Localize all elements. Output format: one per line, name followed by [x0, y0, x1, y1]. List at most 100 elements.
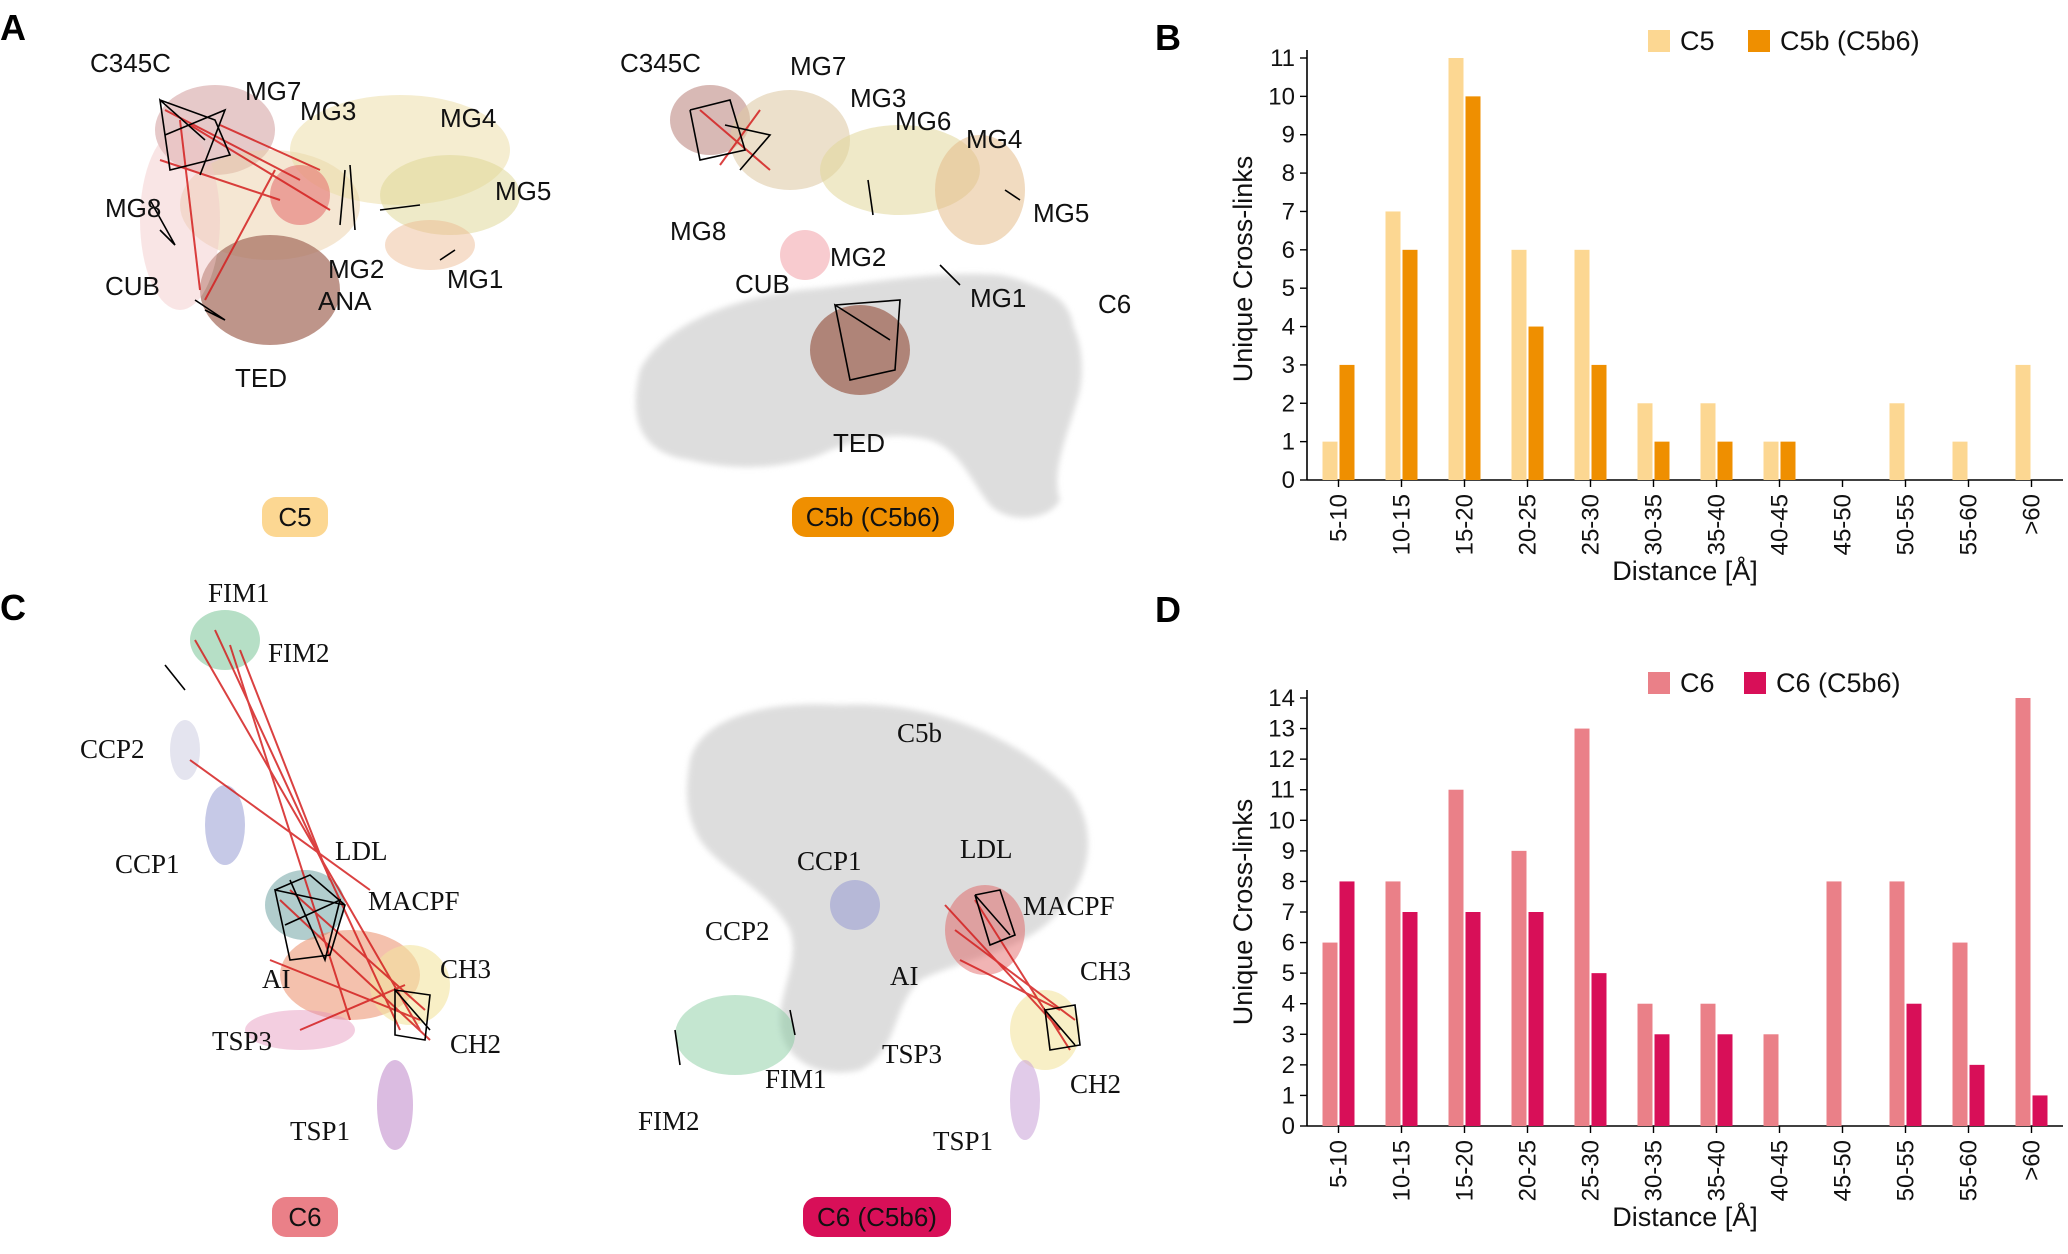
bar-c6-c5b6 [1339, 881, 1355, 1126]
bar-c6 [1511, 850, 1527, 1126]
c6-domain-label: TSP1 [290, 1116, 350, 1146]
c5-domain-label: CUB [105, 271, 160, 301]
c6b-domain-label: AI [890, 961, 919, 991]
y-axis-label: Unique Cross-links [1228, 156, 1258, 383]
bar-c5 [1511, 249, 1527, 480]
c6-domain-label: CCP2 [80, 734, 145, 764]
c5b-domain-label: CUB [735, 269, 790, 299]
c6-domain-label: TSP3 [212, 1026, 272, 1056]
legend-entry: C6 (C5b6) [1776, 668, 1901, 698]
bar-c5 [1637, 403, 1653, 480]
c5b-domain-label: MG6 [895, 106, 951, 136]
c5-domain-label: TED [235, 363, 287, 393]
legend-swatch [1748, 30, 1770, 52]
bar-c5 [1385, 211, 1401, 481]
bar-c5b-c5b6 [1654, 441, 1670, 480]
y-tick-label: 1 [1282, 1082, 1295, 1109]
y-tick-label: 3 [1282, 1021, 1295, 1048]
bar-c5 [2015, 364, 2031, 480]
y-tick-label: 7 [1282, 198, 1295, 225]
bar-c6-c5b6 [1717, 1034, 1733, 1126]
x-tick-label: 50-55 [1893, 1140, 1920, 1201]
y-tick-label: 0 [1282, 467, 1295, 494]
c6b-domain-label: MACPF [1023, 891, 1115, 921]
y-tick-label: 10 [1268, 83, 1295, 110]
x-tick-label: 25-30 [1578, 494, 1605, 555]
x-tick-label: 10-15 [1389, 494, 1416, 555]
bar-c6 [1322, 942, 1338, 1126]
c5-domain-label: MG3 [300, 96, 356, 126]
panel-label-b: B [1155, 17, 1181, 58]
x-tick-label: >60 [2019, 494, 2046, 535]
x-tick-label: 55-60 [1956, 494, 1983, 555]
bar-c5b-c5b6 [1591, 364, 1607, 480]
c6-domain-labels: FIM1 FIM2 CCP2 CCP1 LDL MACPF CH3 AI TSP… [80, 578, 501, 1146]
c5b-domain-label: TED [833, 428, 885, 458]
y-tick-label: 8 [1282, 160, 1295, 187]
y-tick-label: 9 [1282, 122, 1295, 149]
bar-c5b-c5b6 [1780, 441, 1796, 480]
x-tick-label: 45-50 [1830, 1140, 1857, 1201]
c5-domain-label: MG8 [105, 193, 161, 223]
c6-caption: C6 [288, 1201, 322, 1232]
y-tick-label: 8 [1282, 868, 1295, 895]
x-tick-label: 40-45 [1767, 1140, 1794, 1201]
x-tick-label: 20-25 [1515, 494, 1542, 555]
c5b-domain-label: C345C [620, 48, 701, 78]
c5b-domain-label: MG7 [790, 51, 846, 81]
y-tick-label: 13 [1268, 716, 1295, 743]
chart-b: 0 1 2 3 4 5 6 7 8 9 10 11 5-10 10-15 15-20 20-25 25-30 30… [1228, 26, 2063, 586]
x-tick-label: 55-60 [1956, 1140, 1983, 1201]
bar-c6 [1763, 1034, 1779, 1126]
bar-c6-c5b6 [1969, 1064, 1985, 1126]
bar-c5 [1448, 58, 1464, 480]
bar-c5b-c5b6 [1402, 249, 1418, 480]
c6-structure-illustration [164, 610, 450, 1150]
c6-caption-badge: C6 [272, 1197, 338, 1237]
c6-domain-label: CH2 [450, 1029, 501, 1059]
c5-caption: C5 [278, 501, 312, 532]
c6-domain-label: AI [262, 964, 291, 994]
bar-c6 [1889, 881, 1905, 1126]
c5-domain-label: C345C [90, 48, 171, 78]
c6b-domain-label: FIM1 [765, 1064, 827, 1094]
c6-domain-label: FIM1 [208, 578, 270, 608]
bar-c6-c5b6 [1591, 973, 1607, 1126]
bar-c5 [1574, 249, 1590, 480]
legend-entry: C5b (C5b6) [1780, 26, 1920, 56]
bar-c6 [1826, 881, 1842, 1126]
legend-entry: C6 [1680, 668, 1715, 698]
y-tick-label: 1 [1282, 429, 1295, 456]
y-tick-label: 2 [1282, 390, 1295, 417]
bar-c5 [1763, 441, 1779, 480]
c6b-domain-label: CH2 [1070, 1069, 1121, 1099]
c5b-domain-label: MG4 [966, 124, 1022, 154]
y-axis-label: Unique Cross-links [1228, 799, 1258, 1026]
bar-c6-c5b6 [1402, 912, 1418, 1126]
c6b-domain-label: C5b [897, 718, 942, 748]
c6-domain-label: LDL [335, 836, 387, 866]
y-tick-label: 11 [1270, 45, 1295, 72]
bar-c6-c5b6 [1906, 1003, 1922, 1126]
bar-c6-c5b6 [1465, 912, 1481, 1126]
panel-label-d: D [1155, 589, 1181, 630]
legend-swatch [1744, 672, 1766, 694]
y-tick-label: 5 [1282, 275, 1295, 302]
c5b-domain-label: C6 [1098, 289, 1131, 319]
legend-entry: C5 [1680, 26, 1715, 56]
c5-domain-label: MG2 [328, 254, 384, 284]
y-tick-label: 7 [1282, 899, 1295, 926]
x-tick-label: 45-50 [1830, 494, 1857, 555]
bar-c6 [1700, 1003, 1716, 1126]
c6b-domain-label: TSP3 [882, 1039, 942, 1069]
panel-label-c: C [0, 587, 26, 628]
c6b-caption-badge: C6 (C5b6) [803, 1197, 951, 1237]
bar-c6-c5b6 [1528, 912, 1544, 1126]
y-tick-label: 0 [1282, 1113, 1295, 1140]
y-tick-label: 2 [1282, 1052, 1295, 1079]
x-axis-label: Distance [Å] [1612, 1201, 1758, 1232]
x-tick-label: 25-30 [1578, 1140, 1605, 1201]
bar-c6 [1637, 1003, 1653, 1126]
c5-domain-label: MG4 [440, 103, 496, 133]
